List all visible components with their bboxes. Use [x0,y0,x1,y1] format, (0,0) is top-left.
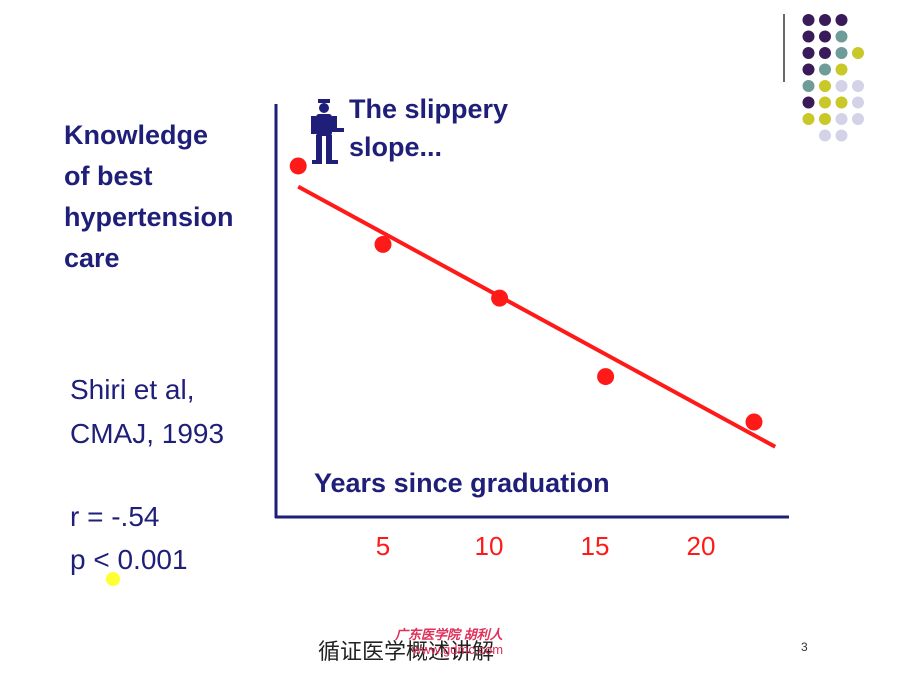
x-tick-label: 10 [475,531,504,561]
citation: Shiri et al, CMAJ, 1993 [70,368,224,456]
decorative-dot-grid [802,14,864,142]
p-value-text: p < 0.001 [70,544,188,575]
slippery-slope-annotation: The slippery slope... [349,90,508,166]
decorative-dot [802,113,815,125]
decorative-dot [802,47,815,59]
decorative-dot [852,80,864,92]
data-point [491,289,509,307]
x-tick-label: 20 [687,531,716,561]
decorative-dot [802,14,815,26]
decorative-dot [819,30,831,43]
decorative-dot [835,96,848,109]
decorative-dot [819,96,831,109]
watermark-site: www.gdmc.com [412,642,504,657]
decorative-dot [835,63,848,76]
footer-title: 循证医学概述讲解 [318,640,495,665]
decorative-dot [819,14,831,26]
decorative-dot [835,47,848,59]
correlation-text: r = -.54 [70,501,160,532]
decorative-divider [783,14,785,82]
y-axis-label-line: care [64,243,120,273]
y-axis-label: Knowledge of best hypertension care [64,115,264,279]
pointer-dot [106,572,120,586]
decorative-dot [852,113,864,125]
page-number: 3 [801,640,808,654]
decorative-dot [819,47,831,59]
decorative-dot [819,129,831,142]
citation-line: CMAJ, 1993 [70,418,225,449]
decorative-dot [835,30,848,43]
decorative-dot [835,80,848,92]
decorative-dot [802,30,815,43]
annotation-line: The slippery [349,94,509,124]
watermark-author: 广东医学院 胡利人 [395,627,503,642]
x-tick-label: 5 [376,531,390,561]
decorative-dot [802,80,815,92]
data-point [745,413,763,431]
decorative-dot [852,96,864,109]
decorative-dot [819,113,831,125]
decorative-dot [835,129,848,142]
y-axis-label-line: hypertension [64,202,234,232]
statistics: r = -.54 p < 0.001 [70,495,188,581]
x-tick-label: 15 [581,531,610,561]
decorative-dot [819,63,831,76]
decorative-dot [819,80,831,92]
y-axis-label-line: Knowledge [64,120,209,150]
decorative-dot [802,96,815,109]
decorative-dot [835,113,848,125]
annotation-line: slope... [349,132,443,162]
trend-line [297,184,777,449]
decorative-dot [852,47,864,59]
data-point [289,157,307,175]
person-icon [311,99,344,164]
data-point [374,235,392,253]
x-axis-label: Years since graduation [314,468,610,498]
data-point [597,368,615,386]
citation-line: Shiri et al, [70,374,195,405]
decorative-dot [835,14,848,26]
y-axis-label-line: of best [64,161,153,191]
decorative-dot [802,63,815,76]
